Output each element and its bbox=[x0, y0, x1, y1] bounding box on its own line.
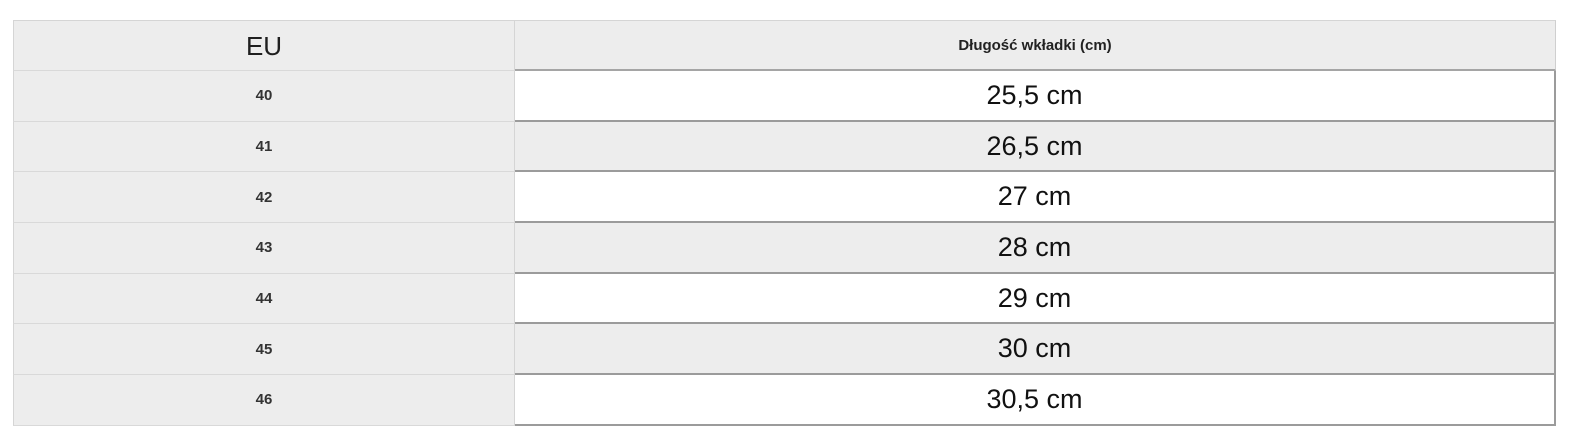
eu-size-cell: 42 bbox=[13, 172, 515, 224]
table-header-row: EU Długość wkładki (cm) bbox=[13, 20, 1556, 71]
insole-length-cell: 26,5 cm bbox=[515, 121, 1556, 173]
eu-size-cell: 46 bbox=[13, 375, 515, 426]
table-row: 45 30 cm bbox=[13, 324, 1556, 376]
table-row: 40 25,5 cm bbox=[13, 71, 1556, 122]
insole-length-cell: 28 cm bbox=[515, 223, 1556, 274]
table-row: 42 27 cm bbox=[13, 172, 1556, 224]
insole-length-cell: 30,5 cm bbox=[515, 375, 1556, 426]
table-row: 41 26,5 cm bbox=[13, 121, 1556, 173]
column-header-eu: EU bbox=[13, 20, 515, 71]
eu-size-cell: 40 bbox=[13, 71, 515, 122]
table-row: 44 29 cm bbox=[13, 273, 1556, 325]
size-table: EU Długość wkładki (cm) 40 25,5 cm 41 26,5 … bbox=[13, 20, 1556, 426]
eu-size-cell: 41 bbox=[13, 121, 515, 173]
table-body: 40 25,5 cm 41 26,5 cm 42 27 cm 43 28 cm 44 29 cm 4… bbox=[13, 71, 1556, 426]
table-row: 43 28 cm bbox=[13, 223, 1556, 274]
table-row: 46 30,5 cm bbox=[13, 375, 1556, 426]
insole-length-cell: 29 cm bbox=[515, 273, 1556, 325]
insole-length-cell: 27 cm bbox=[515, 172, 1556, 224]
insole-length-cell: 25,5 cm bbox=[515, 71, 1556, 122]
column-header-insole-length: Długość wkładki (cm) bbox=[515, 20, 1556, 71]
insole-length-cell: 30 cm bbox=[515, 324, 1556, 376]
eu-size-cell: 44 bbox=[13, 273, 515, 325]
eu-size-cell: 43 bbox=[13, 223, 515, 274]
eu-size-cell: 45 bbox=[13, 324, 515, 376]
